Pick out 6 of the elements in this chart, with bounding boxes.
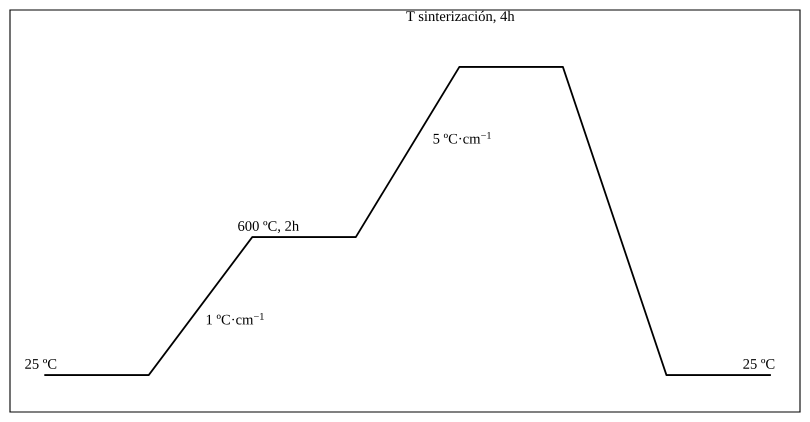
annotation: 1 ºC·cm$^{−1}$ <box>206 312 264 325</box>
annotation: 25 ºC <box>25 358 56 369</box>
annotation: 25 ºC <box>743 358 774 369</box>
text: T sinterización, 4h <box>406 10 514 24</box>
annotation: 5 ºC·cm$^{−1}$ <box>434 132 491 144</box>
annotation: 600 ºC, 2h <box>238 220 299 234</box>
